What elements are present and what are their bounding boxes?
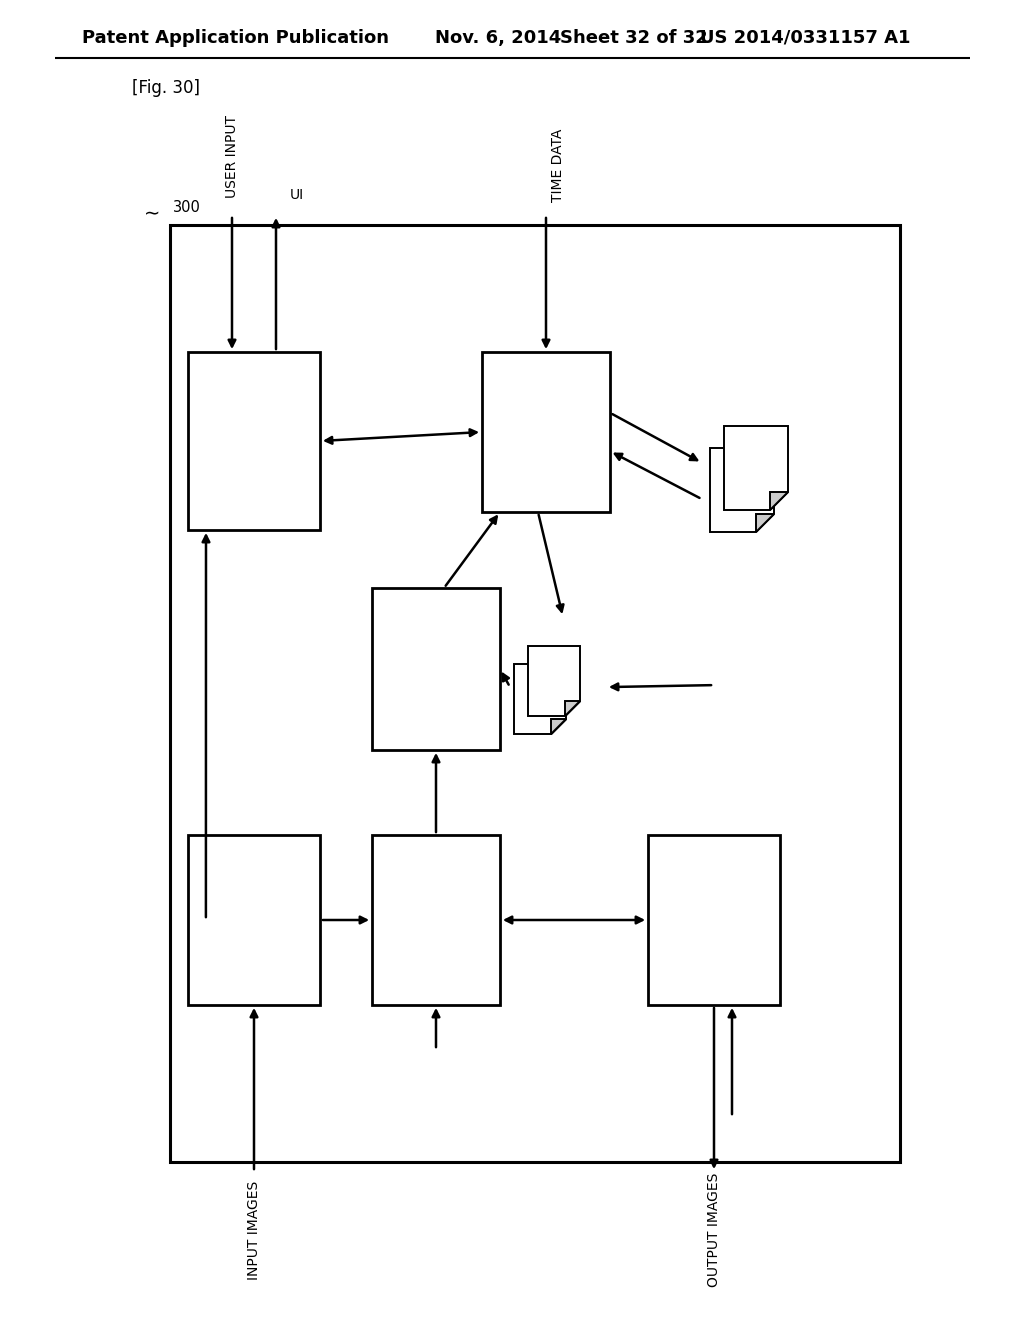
Text: ATTRIBUTE DB: ATTRIBUTE DB — [712, 374, 812, 387]
Bar — [372, 587, 500, 750]
Text: 142: 142 — [526, 766, 552, 779]
Text: USER INPUT: USER INPUT — [225, 116, 239, 198]
Text: [Fig. 30]: [Fig. 30] — [132, 79, 200, 96]
Text: 170: 170 — [494, 325, 520, 339]
Text: 300: 300 — [173, 199, 201, 214]
Bar — [188, 352, 319, 531]
Ellipse shape — [510, 735, 606, 770]
Text: DISPLAY UNIT: DISPLAY UNIT — [663, 913, 765, 927]
Text: OBJECT DB: OBJECT DB — [520, 597, 596, 610]
Bar — [188, 836, 319, 1005]
Text: ∼: ∼ — [370, 565, 385, 583]
Text: 120: 120 — [200, 808, 226, 822]
Bar — [702, 418, 822, 558]
Text: INPUT IMAGES: INPUT IMAGES — [247, 1180, 261, 1279]
Text: EVENT: EVENT — [412, 645, 461, 659]
Text: 164: 164 — [838, 370, 864, 383]
Text: UNIT: UNIT — [237, 931, 272, 944]
Text: 162: 162 — [826, 565, 853, 579]
Text: 140: 140 — [564, 568, 591, 582]
Text: USER INTERFACE: USER INTERFACE — [191, 417, 316, 430]
Text: ∼: ∼ — [608, 601, 624, 618]
Text: ∼: ∼ — [646, 812, 662, 830]
Text: 160: 160 — [740, 347, 767, 360]
Text: OBJECT: OBJECT — [409, 887, 463, 900]
Text: CONTROL UNIT: CONTROL UNIT — [494, 442, 598, 455]
Text: ∼: ∼ — [550, 579, 565, 598]
Polygon shape — [514, 664, 566, 734]
Bar — [648, 836, 780, 1005]
Text: Nov. 6, 2014: Nov. 6, 2014 — [435, 29, 561, 48]
Ellipse shape — [510, 616, 606, 651]
Text: ∼: ∼ — [186, 812, 201, 830]
Text: Patent Application Publication: Patent Application Publication — [82, 29, 389, 48]
Text: ∼: ∼ — [143, 205, 160, 223]
Text: ∼: ∼ — [186, 329, 201, 347]
Bar — [170, 224, 900, 1162]
Text: UNIT: UNIT — [418, 940, 454, 953]
Text: IDENTIFICATION: IDENTIFICATION — [380, 913, 492, 927]
Bar — [510, 634, 606, 752]
Text: UNIT: UNIT — [237, 451, 272, 465]
Text: OUTPUT IMAGES: OUTPUT IMAGES — [707, 1172, 721, 1287]
Text: ATTRIBUTE: ATTRIBUTE — [505, 408, 587, 421]
Text: 240: 240 — [660, 808, 686, 822]
Ellipse shape — [702, 536, 822, 579]
Text: ∼: ∼ — [370, 812, 385, 830]
Text: ∼: ∼ — [812, 577, 827, 595]
Bar — [372, 836, 500, 1005]
Text: IMAGE ACQUISITION: IMAGE ACQUISITION — [184, 896, 324, 909]
Bar — [482, 352, 610, 512]
Polygon shape — [756, 513, 774, 532]
Text: ∼: ∼ — [824, 381, 839, 399]
Text: TIME DATA: TIME DATA — [551, 128, 565, 202]
Text: 144: 144 — [622, 587, 648, 602]
Text: 190, 250: 190, 250 — [200, 325, 261, 339]
Text: DETECTION UNIT: DETECTION UNIT — [378, 680, 495, 693]
Text: ∼: ∼ — [721, 359, 736, 378]
Polygon shape — [528, 645, 580, 715]
Text: ∼: ∼ — [512, 770, 527, 787]
Text: ∼: ∼ — [480, 329, 496, 347]
Text: UI: UI — [290, 187, 304, 202]
Polygon shape — [770, 492, 788, 510]
Ellipse shape — [702, 396, 822, 440]
Polygon shape — [710, 447, 774, 532]
Text: Sheet 32 of 32: Sheet 32 of 32 — [560, 29, 708, 48]
Text: US 2014/0331157 A1: US 2014/0331157 A1 — [700, 29, 910, 48]
Polygon shape — [724, 426, 788, 510]
Polygon shape — [565, 701, 580, 715]
Polygon shape — [552, 719, 566, 734]
Text: 150: 150 — [384, 561, 411, 576]
Text: 130: 130 — [384, 808, 411, 822]
